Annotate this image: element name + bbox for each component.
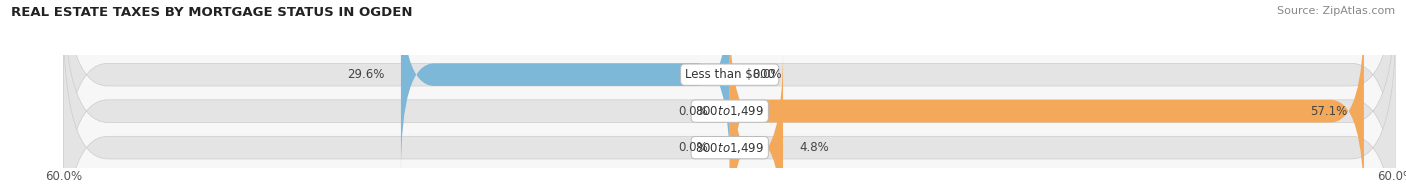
- Text: $800 to $1,499: $800 to $1,499: [695, 141, 765, 155]
- Text: Source: ZipAtlas.com: Source: ZipAtlas.com: [1277, 6, 1395, 16]
- FancyBboxPatch shape: [63, 0, 1396, 195]
- FancyBboxPatch shape: [730, 50, 783, 195]
- FancyBboxPatch shape: [63, 13, 1396, 195]
- Text: REAL ESTATE TAXES BY MORTGAGE STATUS IN OGDEN: REAL ESTATE TAXES BY MORTGAGE STATUS IN …: [11, 6, 413, 19]
- Text: 29.6%: 29.6%: [347, 68, 384, 81]
- Text: 57.1%: 57.1%: [1310, 105, 1347, 118]
- Text: 0.0%: 0.0%: [752, 68, 782, 81]
- FancyBboxPatch shape: [401, 0, 730, 173]
- Text: 0.0%: 0.0%: [678, 105, 707, 118]
- Text: $800 to $1,499: $800 to $1,499: [695, 104, 765, 118]
- FancyBboxPatch shape: [730, 13, 1364, 195]
- Text: Less than $800: Less than $800: [685, 68, 775, 81]
- Text: 0.0%: 0.0%: [678, 141, 707, 154]
- FancyBboxPatch shape: [63, 0, 1396, 195]
- Text: 4.8%: 4.8%: [800, 141, 830, 154]
